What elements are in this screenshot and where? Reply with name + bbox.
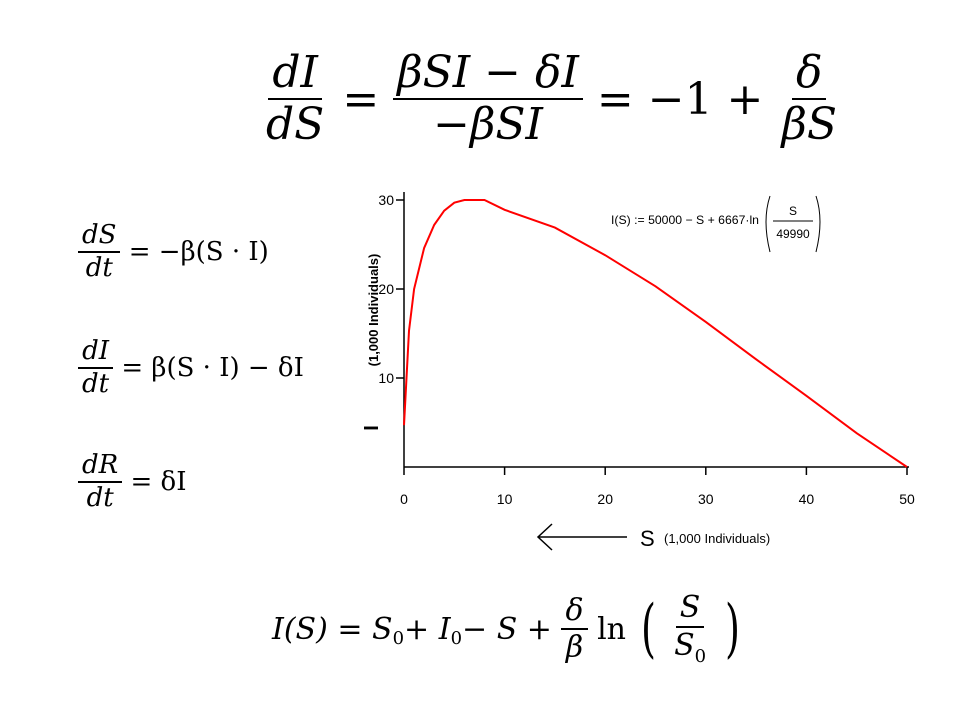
dr-dt-rhs: = δI (130, 467, 187, 498)
subscript-zero: 0 (694, 645, 707, 667)
fraction-denominator: dt (85, 253, 113, 284)
fraction-numerator: βSI − δI (393, 49, 583, 101)
y-tick-label: 20 (378, 281, 394, 297)
right-paren: ) (724, 592, 740, 667)
dr-dt-fraction: dR dt (78, 451, 123, 514)
fraction-numerator: S (675, 592, 705, 628)
y-tick-label: 10 (378, 370, 394, 386)
plus-i-term: + I (404, 611, 451, 647)
fraction-numerator: dI (78, 337, 113, 370)
delta-beta-s-fraction: δ βS (777, 49, 841, 151)
left-arrow-icon (536, 523, 627, 551)
subscript-zero: 0 (392, 628, 405, 650)
fraction-denominator: S0 (670, 628, 710, 667)
ds-dt-equation: dS dt = −β(S · I) (78, 221, 269, 284)
fraction-numerator: δ (791, 49, 827, 101)
formula-paren-left (765, 195, 771, 253)
x-axis-symbol: S (640, 526, 655, 551)
ds-dt-rhs: = −β(S · I) (128, 237, 269, 268)
fraction-numerator: dR (78, 451, 123, 484)
fraction-numerator: δ (561, 595, 588, 631)
dI-dS-fraction: dI dS (262, 49, 328, 151)
di-dt-fraction: dI dt (78, 337, 113, 400)
x-tick-label: 10 (497, 491, 513, 507)
fraction-denominator: βS (781, 99, 838, 151)
solution-equation: I(S) = S0 + I0 − S + δ β ln ( S S0 ) (272, 592, 745, 666)
x-tick-label: 30 (698, 491, 714, 507)
di-dt-equation: dI dt = β(S · I) − δI (78, 337, 304, 400)
formula-den: 49990 (776, 227, 810, 241)
fraction-denominator: −βSI (433, 99, 543, 151)
formula-num: S (789, 204, 797, 218)
formula-annotation: I(S) := 50000 − S + 6667·ln S 49990 (611, 195, 821, 253)
main-equation: dI dS = βSI − δI −βSI = −1 + δ βS (262, 49, 841, 151)
subscript-zero: 0 (450, 628, 463, 650)
fraction-denominator: β (565, 630, 584, 666)
formula-paren-right (815, 195, 821, 253)
fraction-numerator: dI (268, 49, 322, 101)
fraction-numerator: dS (78, 221, 121, 254)
inner-den-s: S (674, 627, 695, 663)
solution-lhs: I(S) = S (272, 611, 393, 647)
x-tick-label: 40 (799, 491, 815, 507)
y-tick-label: 30 (378, 192, 394, 208)
equals-minus-one: = −1 + (596, 73, 764, 125)
chart-ticks: 0 10 20 30 40 50 10 20 30 (378, 192, 915, 507)
formula-prefix: I(S) := 50000 − S + 6667·ln (611, 213, 759, 227)
y-axis-symbol: I (361, 425, 383, 431)
chart-axes (403, 192, 909, 468)
x-tick-label: 20 (597, 491, 613, 507)
equals-sign: = (342, 73, 380, 125)
fraction-denominator: dt (86, 483, 114, 514)
x-tick-label: 50 (899, 491, 915, 507)
y-axis-units: (1,000 Individuals) (366, 254, 381, 367)
x-axis-units: (1,000 Individuals) (664, 531, 770, 546)
ds-dt-fraction: dS dt (78, 221, 121, 284)
ln-operator: ln (597, 611, 626, 647)
fraction-denominator: dt (82, 369, 110, 400)
di-dt-rhs: = β(S · I) − δI (121, 353, 304, 384)
infected-vs-susceptible-line (403, 199, 908, 468)
x-tick-label: 0 (400, 491, 408, 507)
middle-fraction: βSI − δI −βSI (393, 49, 583, 151)
left-paren: ( (640, 592, 656, 667)
delta-beta-fraction: δ β (561, 595, 588, 666)
dr-dt-equation: dR dt = δI (78, 451, 187, 514)
minus-s-term: − S + (462, 611, 552, 647)
s-over-s0-fraction: S S0 (670, 592, 710, 666)
fraction-denominator: dS (266, 99, 325, 151)
